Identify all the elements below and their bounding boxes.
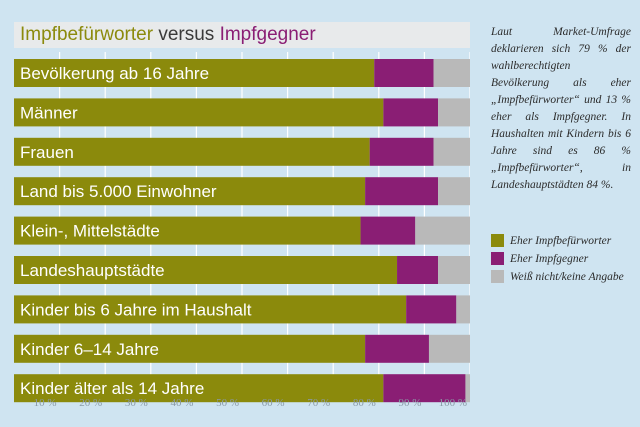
bar-segment [14,374,384,403]
legend-label-proponents: Eher Impfbefürworter [510,235,612,247]
category-label: Kinder 6–14 Jahre [20,340,159,359]
survey-description: Laut Market-Umfrage deklarieren sich 79 … [491,26,631,191]
x-tick-label: 20 % [79,397,102,409]
bar-segment [465,374,470,403]
bar-segment [14,295,407,324]
bar-segment [369,137,434,166]
bar-segment [14,59,375,87]
x-tick-label: 40 % [170,397,193,409]
bar-segment [428,334,470,363]
bar-segment [397,256,439,284]
bar-segment [14,334,366,363]
title-part-proponents: Impfbefürworter [20,24,154,45]
legend-swatch-no-answer [491,270,504,283]
x-tick-label: 10 % [34,397,57,409]
bar-segment [383,374,466,403]
title-part-opponents: Impfgegner [219,24,316,45]
bar-segment [14,177,366,206]
bar-segment [14,98,384,127]
x-tick-label: 70 % [307,397,330,409]
category-label: Männer [20,103,78,122]
legend: Eher Impfbefürworter Eher Impfgegner Wei… [491,233,636,287]
bar-segment [433,59,470,87]
category-label: Klein-, Mittelstädte [20,222,160,241]
category-label: Kinder bis 6 Jahre im Haushalt [20,300,252,319]
bar-segment [374,59,434,87]
x-tick-label: 100 % [439,397,467,409]
legend-item-opponents: Eher Impfgegner [491,251,636,268]
bar-segment [14,137,370,166]
category-label: Land bis 5.000 Einwohner [20,182,217,201]
legend-label-no-answer: Weiß nicht/keine Angabe [510,271,624,283]
bar-segment [14,256,398,284]
x-tick-label: 60 % [262,397,285,409]
bar-segment [14,216,361,245]
bar-segment [415,216,470,245]
bar-segment [383,98,439,127]
bar-segment [438,256,470,284]
legend-item-no-answer: Weiß nicht/keine Angabe [491,269,636,286]
bar-segment [360,216,416,245]
legend-label-opponents: Eher Impfgegner [510,253,589,265]
bar-segment [365,177,439,206]
x-tick-label: 90 % [398,397,421,409]
bar-segment [433,137,470,166]
title-part-versus: versus [153,24,220,45]
bar-segment [365,334,429,363]
bar-segment [456,295,470,324]
x-tick-label: 30 % [125,397,148,409]
legend-item-proponents: Eher Impfbefürworter [491,233,636,250]
bar-segment [438,98,470,127]
x-tick-label: 50 % [216,397,239,409]
chart-title: Impfbefürworter versus Impfgegner [14,22,470,48]
legend-swatch-opponents [491,252,504,265]
legend-swatch-proponents [491,234,504,247]
bar-segment [406,295,457,324]
category-label: Kinder älter als 14 Jahre [20,379,204,398]
category-label: Bevölkerung ab 16 Jahre [20,64,209,83]
stacked-bar-chart: Bevölkerung ab 16 Jahre Männer Frauen Land … [14,52,470,409]
category-label: Frauen [20,143,74,162]
bar-segment [438,177,470,206]
category-label: Landeshauptstädte [20,261,165,280]
x-tick-label: 80 % [353,397,376,409]
